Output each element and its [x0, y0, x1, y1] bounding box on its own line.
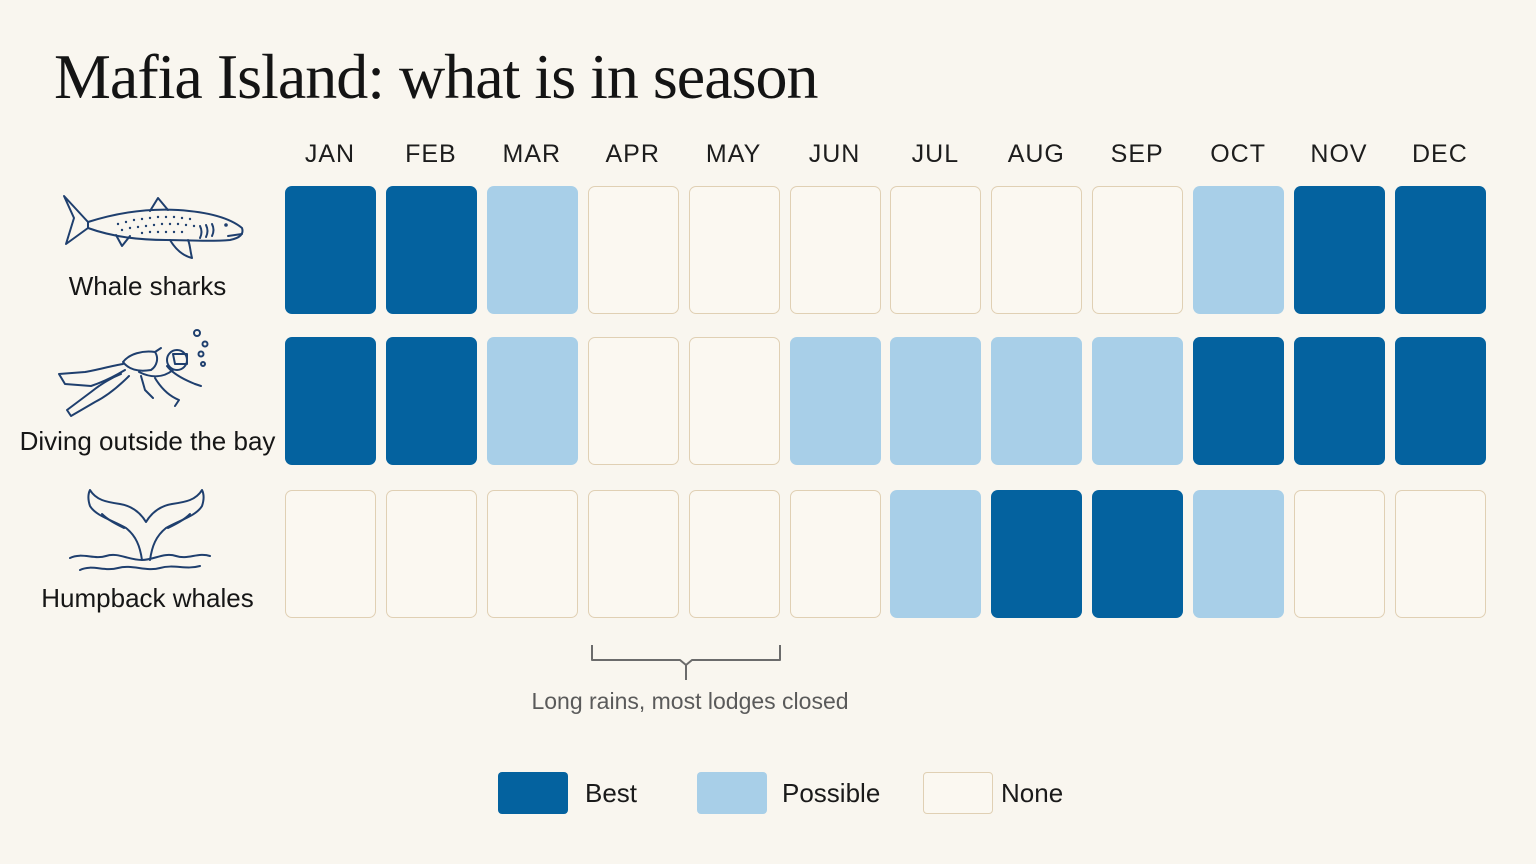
month-label-aug: AUG [1007, 140, 1065, 168]
month-label-jul: JUL [911, 140, 960, 168]
cell-row1-nov-best [1294, 186, 1385, 314]
month-label-dec: DEC [1411, 140, 1468, 168]
month-label-apr: APR [605, 140, 660, 168]
row-label-whale-sharks: Whale sharks [68, 271, 227, 301]
whale-tail-icon [69, 489, 211, 571]
cell-row2-feb-best [385, 337, 477, 465]
cell-row3-feb-none [385, 490, 477, 618]
legend-label-best: Best [585, 778, 638, 808]
cell-row2-aug-possible [991, 337, 1083, 465]
cell-row3-may-none [688, 490, 780, 618]
cell-row3-dec-none [1394, 490, 1486, 618]
cell-row3-oct-possible [1193, 490, 1285, 618]
month-label-oct: OCT [1210, 140, 1266, 168]
cell-row3-jun-none [789, 490, 881, 618]
cell-row2-jun-possible [789, 337, 881, 465]
month-label-may: MAY [705, 140, 762, 168]
legend-label-possible: Possible [782, 778, 881, 808]
cell-row3-sep-best [1092, 490, 1184, 618]
cell-row2-oct-best [1193, 337, 1285, 465]
cell-row1-feb-best [385, 186, 477, 314]
cell-row1-jul-none [890, 186, 982, 314]
cell-row1-sep-none [1092, 186, 1184, 314]
legend-swatch-best [498, 772, 568, 814]
month-label-sep: SEP [1110, 140, 1164, 168]
scuba-diver-icon [58, 329, 209, 417]
cell-row2-sep-possible [1092, 337, 1184, 465]
row-label-humpback-whales: Humpback whales [41, 583, 254, 613]
cell-row3-nov-none [1294, 490, 1385, 618]
cell-row2-mar-possible [486, 337, 578, 465]
month-label-nov: NOV [1310, 140, 1368, 168]
cell-row1-may-none [688, 186, 780, 314]
cell-row1-apr-none [587, 186, 679, 314]
month-label-jan: JAN [304, 140, 356, 168]
month-label-mar: MAR [502, 140, 562, 168]
cell-row1-jun-none [789, 186, 881, 314]
whale-shark-icon [63, 195, 244, 259]
cell-row1-oct-possible [1193, 186, 1285, 314]
chart-title: Mafia Island: what is in season [54, 41, 818, 112]
long-rains-brace [591, 645, 781, 680]
cell-row3-aug-best [991, 490, 1083, 618]
cell-row3-mar-none [486, 490, 578, 618]
legend-label-none: None [1001, 778, 1064, 808]
cell-row3-apr-none [587, 490, 679, 618]
cell-row1-mar-possible [486, 186, 578, 314]
month-label-jun: JUN [808, 140, 861, 168]
cell-row2-apr-none [587, 337, 679, 465]
cell-row3-jul-possible [890, 490, 982, 618]
long-rains-note: Long rains, most lodges closed [531, 688, 849, 714]
cell-row1-jan-best [285, 186, 376, 314]
legend-swatch-none [923, 772, 993, 814]
cell-row2-may-none [688, 337, 780, 465]
cell-row3-jan-none [285, 490, 376, 618]
cell-row1-aug-none [991, 186, 1083, 314]
row-label-diving: Diving outside the bay [19, 426, 276, 456]
cell-row2-jul-possible [890, 337, 982, 465]
month-label-feb: FEB [405, 140, 457, 168]
cell-row2-nov-best [1294, 337, 1385, 465]
cell-row2-dec-best [1394, 337, 1486, 465]
cell-row2-jan-best [285, 337, 376, 465]
cell-row1-dec-best [1394, 186, 1486, 314]
legend-swatch-possible [697, 772, 767, 814]
